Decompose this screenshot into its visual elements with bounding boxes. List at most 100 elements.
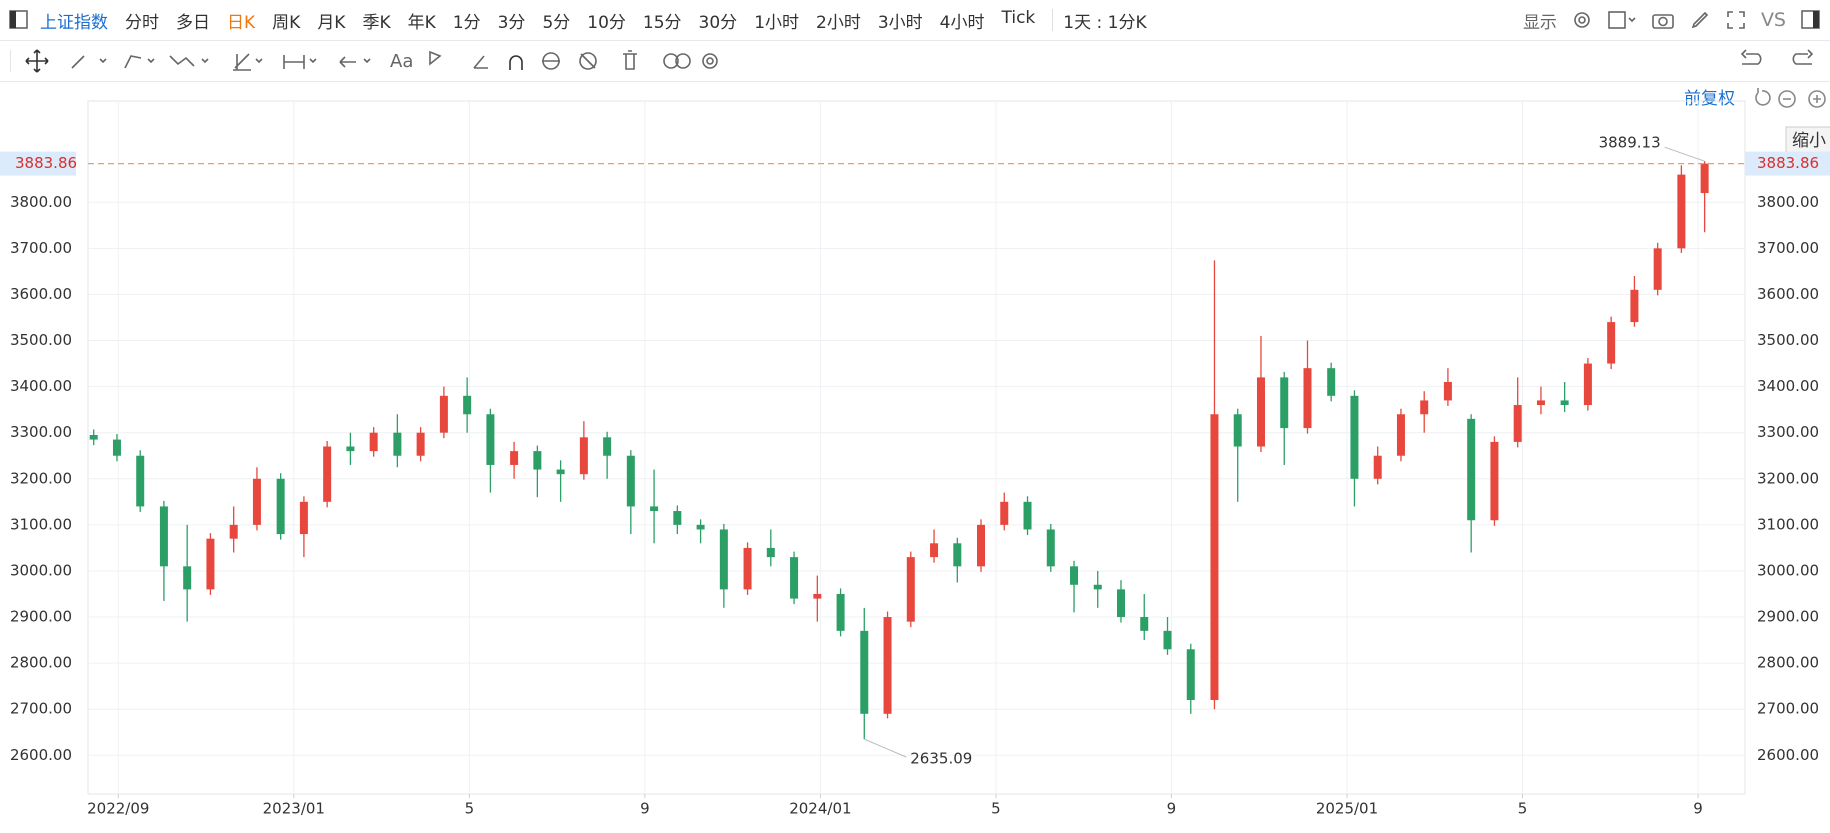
period-tab[interactable]: Tick bbox=[1001, 7, 1036, 28]
y-tick-label: 2700.00 bbox=[10, 700, 72, 718]
y-tick-label: 3400.00 bbox=[10, 377, 72, 395]
adjustment-select[interactable]: 前复权 bbox=[1684, 89, 1735, 109]
candle-body bbox=[159, 506, 168, 567]
price-label-box bbox=[0, 151, 76, 176]
zoom-controls bbox=[1755, 88, 1826, 108]
period-tab[interactable]: 3分 bbox=[497, 12, 526, 33]
x-tick-label: 2025/01 bbox=[1316, 800, 1378, 818]
period-tab[interactable]: 多日 bbox=[176, 12, 210, 33]
candle-body bbox=[1653, 248, 1662, 290]
candle-body bbox=[206, 538, 215, 590]
y2-tick-label: 3100.00 bbox=[1757, 515, 1819, 533]
symbol-name[interactable]: 上证指数 bbox=[40, 12, 108, 33]
high-annotation: 3889.13 bbox=[1599, 134, 1661, 152]
candle-body bbox=[136, 455, 145, 507]
candle-body bbox=[1000, 501, 1009, 525]
candle-body bbox=[743, 547, 752, 590]
candle-body bbox=[1677, 174, 1686, 249]
candle-body bbox=[930, 543, 939, 558]
candle-body bbox=[299, 501, 308, 535]
period-tab[interactable]: 2小时 bbox=[816, 12, 861, 33]
candle-body bbox=[369, 432, 378, 452]
y-tick-label: 3100.00 bbox=[10, 515, 72, 533]
candle-body bbox=[252, 478, 261, 525]
y2-tick-label: 2600.00 bbox=[1757, 746, 1819, 764]
tooltip-box bbox=[1785, 126, 1830, 155]
compare-button[interactable]: VS bbox=[1760, 9, 1786, 31]
plot-frame bbox=[87, 100, 1746, 795]
display-select[interactable]: 显示 bbox=[1522, 12, 1557, 33]
candle-body bbox=[112, 439, 121, 456]
period-tab[interactable]: 周K bbox=[272, 12, 301, 33]
drawing-tools: Aa bbox=[10, 49, 718, 73]
candle-body bbox=[1233, 414, 1242, 447]
period-tab[interactable]: 10分 bbox=[587, 12, 626, 33]
x-tick-label: 2022/09 bbox=[87, 800, 149, 818]
y2-tick-label: 3200.00 bbox=[1757, 469, 1819, 487]
candle-body bbox=[556, 469, 565, 475]
y-tick-label: 2900.00 bbox=[10, 608, 72, 626]
camera-icon[interactable] bbox=[1651, 9, 1675, 31]
candle-body bbox=[1116, 589, 1125, 618]
candle-body bbox=[416, 432, 425, 456]
period-tab[interactable]: 1分 bbox=[452, 12, 481, 33]
period-tab[interactable]: 月K bbox=[317, 12, 346, 33]
panel-toggle[interactable] bbox=[8, 9, 30, 31]
period-tab[interactable]: 1小时 bbox=[754, 12, 800, 33]
y2-tick-label: 3000.00 bbox=[1757, 561, 1819, 579]
candle-body bbox=[229, 524, 238, 539]
candle-body bbox=[323, 446, 332, 502]
period-tab[interactable]: 日K bbox=[227, 12, 256, 33]
period-tab[interactable]: 季K bbox=[362, 12, 391, 33]
drawing-toolbar: Aa bbox=[0, 41, 1830, 82]
y-tick-label: 2800.00 bbox=[10, 654, 72, 672]
text-tool[interactable]: Aa bbox=[390, 51, 413, 72]
candle-body bbox=[1630, 289, 1639, 323]
panel-right-toggle[interactable] bbox=[1800, 9, 1822, 31]
x-tick-label: 5 bbox=[465, 800, 475, 818]
y-tick-label: 3300.00 bbox=[10, 423, 72, 441]
candle-body bbox=[1560, 400, 1569, 406]
layout-icon[interactable] bbox=[1607, 9, 1637, 31]
candle-body bbox=[1396, 414, 1405, 456]
period-tab[interactable]: 3小时 bbox=[877, 12, 923, 33]
candle-body bbox=[1373, 455, 1382, 479]
candle-body bbox=[463, 395, 472, 415]
separator bbox=[1052, 9, 1054, 31]
candle-body bbox=[603, 437, 612, 456]
y2-tick-label: 3700.00 bbox=[1757, 239, 1819, 257]
period-tab[interactable]: 4小时 bbox=[939, 12, 985, 33]
candle-body bbox=[1607, 322, 1616, 364]
candle-body bbox=[579, 437, 588, 475]
candle-body bbox=[673, 511, 682, 525]
settings-icon[interactable] bbox=[1571, 9, 1593, 31]
candle-body bbox=[1327, 368, 1336, 396]
low-annotation: 2635.09 bbox=[910, 750, 972, 768]
y2-tick-label: 3300.00 bbox=[1757, 423, 1819, 441]
candle-body bbox=[650, 506, 659, 512]
fullscreen-icon[interactable] bbox=[1725, 9, 1747, 31]
y2-tick-label: 3400.00 bbox=[1757, 377, 1819, 395]
candle-body bbox=[393, 432, 402, 456]
x-tick-label: 9 bbox=[1167, 800, 1177, 818]
period-tab[interactable]: 5分 bbox=[542, 12, 571, 33]
draw-icon[interactable] bbox=[1689, 9, 1711, 31]
interval-select[interactable]: 1天 : 1分K bbox=[1063, 12, 1147, 33]
candle-body bbox=[1140, 617, 1149, 631]
candle-body bbox=[977, 524, 986, 567]
candle-body bbox=[183, 566, 192, 590]
x-tick-label: 9 bbox=[640, 800, 650, 818]
candle-body bbox=[1536, 400, 1545, 406]
candle-body bbox=[1280, 377, 1289, 429]
y-tick-label: 3700.00 bbox=[10, 239, 72, 257]
period-toolbar: 上证指数 分时 多日 日K 周K 月K 季K 年K 1分 3分 5分 10分 15分 30分 1小时 2小时… bbox=[0, 0, 1830, 41]
candle-body bbox=[1303, 368, 1312, 429]
period-tab[interactable]: 15分 bbox=[642, 12, 682, 33]
period-tab[interactable]: 30分 bbox=[698, 12, 738, 33]
x-tick-label: 9 bbox=[1693, 800, 1703, 818]
candle-body bbox=[1093, 584, 1102, 590]
period-tab[interactable]: 年K bbox=[407, 12, 436, 33]
period-tab[interactable]: 分时 bbox=[125, 12, 159, 33]
annotation-leader bbox=[864, 738, 907, 758]
